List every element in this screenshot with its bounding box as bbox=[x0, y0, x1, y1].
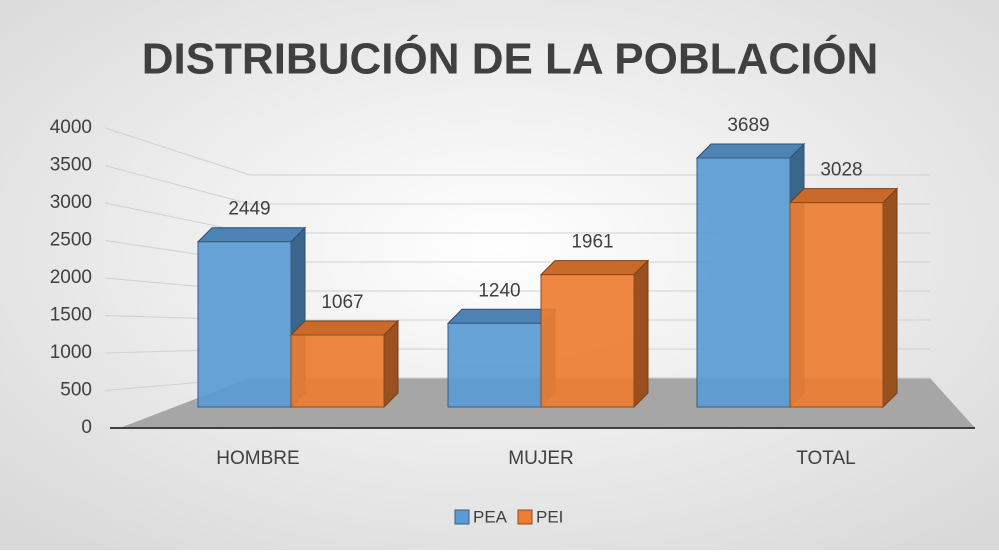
data-label: 1961 bbox=[571, 232, 613, 253]
bar bbox=[540, 274, 635, 408]
y-tick-label: 3500 bbox=[50, 155, 92, 176]
x-tick-label: TOTAL bbox=[796, 448, 855, 469]
y-tick-label: 0 bbox=[81, 417, 92, 438]
bar bbox=[789, 202, 884, 408]
chart-title: DISTRIBUCIÓN DE LA POBLACIÓN bbox=[142, 34, 879, 84]
legend-swatch bbox=[454, 509, 470, 525]
y-tick-label: 3000 bbox=[50, 192, 92, 213]
bar-top bbox=[446, 308, 557, 324]
x-tick-label: MUJER bbox=[508, 448, 573, 469]
bar-top bbox=[196, 227, 307, 243]
bar-top bbox=[695, 143, 806, 159]
y-tick-label: 2500 bbox=[50, 230, 92, 251]
bar-top bbox=[788, 188, 899, 204]
bar bbox=[447, 322, 542, 408]
bar-side bbox=[383, 319, 399, 409]
bar-side bbox=[882, 187, 898, 409]
data-label: 2449 bbox=[228, 199, 270, 220]
bar bbox=[696, 157, 791, 408]
x-tick-label: HOMBRE bbox=[216, 448, 299, 469]
legend-label: PEA bbox=[473, 507, 508, 526]
data-label: 1240 bbox=[478, 280, 520, 301]
y-tick-label: 2000 bbox=[50, 267, 92, 288]
y-tick-label: 4000 bbox=[50, 117, 92, 138]
bar-top bbox=[289, 320, 400, 336]
bar bbox=[290, 334, 385, 408]
data-label: 3689 bbox=[727, 115, 769, 136]
y-tick-label: 1000 bbox=[50, 342, 92, 363]
bar-top bbox=[539, 260, 650, 276]
data-label: 3028 bbox=[820, 160, 862, 181]
legend-swatch bbox=[517, 509, 533, 525]
y-tick-label: 500 bbox=[60, 380, 92, 401]
bar-side bbox=[633, 259, 649, 409]
bar bbox=[197, 241, 292, 408]
legend-label: PEI bbox=[536, 507, 563, 526]
y-tick-label: 1500 bbox=[50, 305, 92, 326]
data-label: 1067 bbox=[321, 292, 363, 313]
